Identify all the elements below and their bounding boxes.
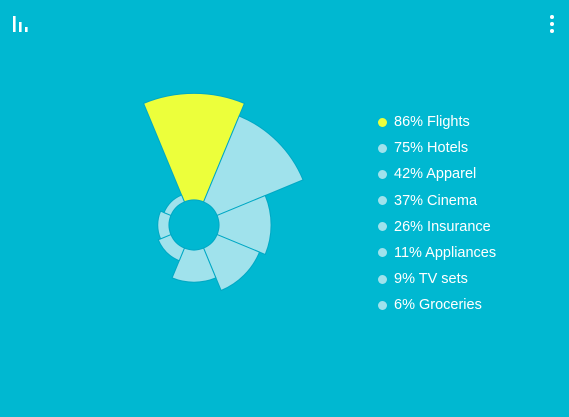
chart-legend: 86% Flights 75% Hotels 42% Apparel 37% Cine… [378, 112, 496, 322]
legend-item-cinema[interactable]: 37% Cinema [378, 191, 496, 211]
legend-swatch [378, 248, 387, 258]
legend-item-appliances[interactable]: 11% Appliances [378, 243, 496, 263]
legend-swatch [378, 222, 387, 232]
slice-cinema[interactable] [202, 233, 261, 292]
legend-label: 26% Insurance [394, 218, 491, 235]
legend-swatch [378, 274, 387, 284]
legend-label: 42% Apparel [394, 166, 477, 183]
slice-appliances[interactable] [157, 233, 186, 262]
legend-item-groceries[interactable]: 6% Groceries [378, 295, 496, 315]
chart-slices [142, 92, 304, 292]
legend-label: 11% Appliances [394, 244, 497, 261]
legend-swatch [378, 196, 387, 206]
legend-label: 86% Flights [394, 114, 470, 130]
bar-chart-icon[interactable] [12, 15, 28, 33]
legend-item-insurance[interactable]: 26% Insurance [378, 217, 496, 237]
slice-tv-sets[interactable] [157, 210, 172, 240]
slice-flights[interactable] [142, 92, 246, 203]
legend-label: 6% Groceries [394, 297, 482, 314]
legend-swatch [378, 169, 387, 179]
legend-label: 37% Cinema [394, 192, 478, 209]
legend-swatch [378, 300, 387, 310]
legend-item-apparel[interactable]: 42% Apparel [378, 164, 496, 184]
legend-item-tv-sets[interactable]: 9% TV sets [378, 269, 496, 289]
more-vertical-icon[interactable] [546, 14, 558, 34]
legend-label: 9% TV sets [394, 271, 468, 288]
slice-hotels[interactable] [202, 115, 304, 217]
legend-label: 75% Hotels [394, 140, 469, 157]
slice-groceries[interactable] [163, 194, 186, 217]
legend-item-hotels[interactable]: 75% Hotels [378, 138, 496, 158]
legend-swatch [378, 143, 387, 153]
slice-insurance[interactable] [171, 247, 217, 283]
legend-item-flights[interactable]: 86% Flights [378, 112, 496, 132]
legend-swatch [378, 117, 387, 127]
